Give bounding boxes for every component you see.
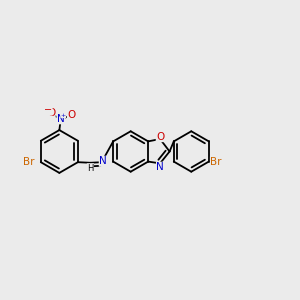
- Text: −: −: [44, 105, 52, 115]
- Text: O: O: [68, 110, 76, 120]
- Text: Br: Br: [211, 157, 222, 166]
- Text: N: N: [99, 156, 107, 166]
- Text: +: +: [61, 113, 66, 118]
- Text: N: N: [157, 162, 164, 172]
- Text: O: O: [47, 108, 55, 118]
- Text: O: O: [156, 132, 164, 142]
- Text: N: N: [57, 114, 65, 124]
- Text: H: H: [87, 164, 94, 172]
- Text: Br: Br: [23, 157, 34, 167]
